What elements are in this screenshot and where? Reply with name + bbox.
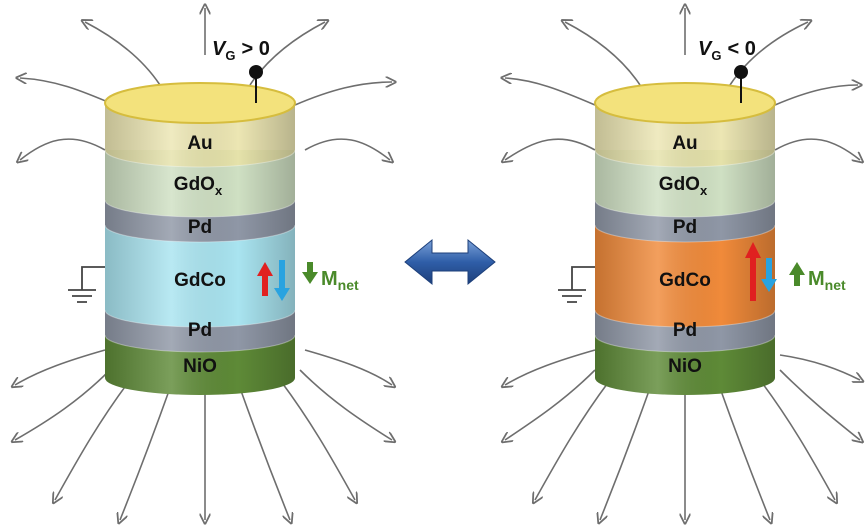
left-ground-symbol	[68, 266, 105, 303]
left-gate-contact	[249, 65, 263, 103]
left-gate-voltage-label: VG > 0	[212, 38, 270, 63]
left-gdox-label: GdOx	[174, 174, 223, 198]
left-gdco-label: GdCo	[174, 270, 226, 291]
right-au-label: Au	[672, 133, 697, 154]
left-mnet-label: Mnet	[321, 268, 359, 293]
left-device: VG > 0 Au GdOx Pd GdCo Pd NiO Mnet	[15, 8, 392, 520]
left-field-lines	[15, 8, 392, 520]
left-au-label: Au	[187, 133, 212, 154]
right-field-lines	[505, 8, 860, 520]
left-blue-spin-arrow	[274, 260, 290, 301]
right-nio-label: NiO	[668, 356, 702, 377]
right-blue-spin-arrow	[761, 258, 777, 292]
left-pd-top-label: Pd	[188, 217, 212, 238]
double-headed-arrow-icon	[404, 238, 496, 286]
left-nio-label: NiO	[183, 356, 217, 377]
right-mnet-up-arrow-icon	[789, 262, 805, 286]
left-pd-bottom-label: Pd	[188, 320, 212, 341]
right-cylinder	[594, 82, 776, 395]
right-device: VG < 0 Au GdOx Pd GdCo Pd NiO Mnet	[505, 8, 860, 520]
left-mnet-down-arrow-icon	[302, 262, 318, 284]
left-red-spin-arrow	[257, 262, 273, 296]
right-mnet-label: Mnet	[808, 268, 846, 293]
right-red-spin-arrow	[745, 242, 761, 301]
left-cylinder	[104, 82, 296, 395]
right-au-top-surface	[594, 82, 776, 124]
right-gdco-label: GdCo	[659, 270, 711, 291]
left-au-top-surface	[104, 82, 296, 124]
right-gate-contact	[734, 65, 748, 103]
right-pd-bottom-label: Pd	[673, 320, 697, 341]
right-gdox-label: GdOx	[659, 174, 708, 198]
right-ground-symbol	[558, 266, 595, 303]
right-pd-top-label: Pd	[673, 217, 697, 238]
right-gate-voltage-label: VG < 0	[698, 38, 756, 63]
